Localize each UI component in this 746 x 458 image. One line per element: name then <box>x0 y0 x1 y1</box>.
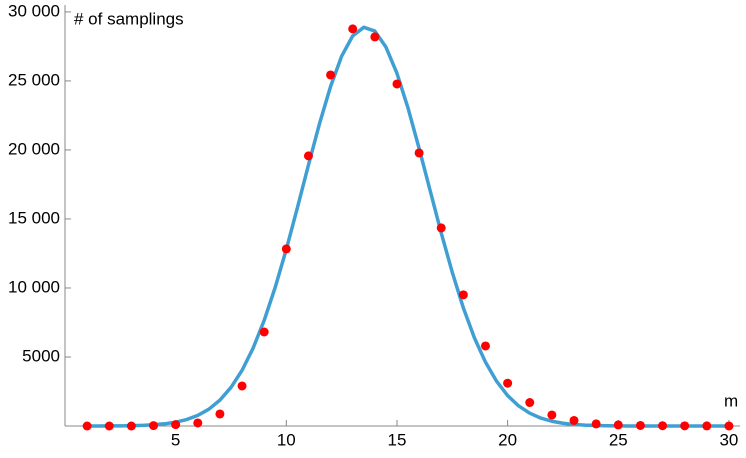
data-point <box>680 421 690 431</box>
data-point <box>215 409 225 419</box>
y-tick-label: 30 000 <box>8 1 60 20</box>
fit-curve <box>87 25 729 428</box>
data-point <box>613 420 623 430</box>
x-tick-label: 20 <box>498 430 517 449</box>
x-axis-label: m <box>724 391 738 410</box>
data-point <box>171 420 181 430</box>
y-tick-label: 20 000 <box>8 139 60 158</box>
data-point <box>436 223 446 233</box>
y-tick-label: 10 000 <box>8 277 60 296</box>
data-point <box>525 398 535 408</box>
data-point <box>303 151 313 161</box>
data-point <box>259 327 269 337</box>
x-tick-label: 30 <box>719 430 738 449</box>
data-point <box>569 415 579 425</box>
data-point <box>724 421 734 431</box>
data-point <box>104 421 114 431</box>
data-point <box>149 421 159 431</box>
data-point <box>193 418 203 428</box>
y-tick-label: 25 000 <box>8 70 60 89</box>
data-point <box>503 378 513 388</box>
data-point <box>658 421 668 431</box>
data-point <box>392 79 402 89</box>
data-point <box>702 421 712 431</box>
data-point <box>414 148 424 158</box>
data-point <box>237 381 247 391</box>
data-point <box>591 419 601 429</box>
y-tick-label: 15 000 <box>8 208 60 227</box>
data-point <box>82 421 92 431</box>
data-point <box>281 244 291 254</box>
data-point <box>635 420 645 430</box>
data-point <box>547 410 557 420</box>
x-tick-label: 25 <box>609 430 628 449</box>
data-point <box>326 70 336 80</box>
x-tick-label: 15 <box>388 430 407 449</box>
data-point <box>348 24 358 34</box>
data-point <box>458 290 468 300</box>
y-axis-label: # of samplings <box>74 9 184 28</box>
data-point <box>126 421 136 431</box>
y-tick-label: 5000 <box>22 346 60 365</box>
x-tick-label: 10 <box>277 430 296 449</box>
data-point <box>480 341 490 351</box>
data-point <box>370 32 380 42</box>
x-tick-label: 5 <box>171 430 180 449</box>
